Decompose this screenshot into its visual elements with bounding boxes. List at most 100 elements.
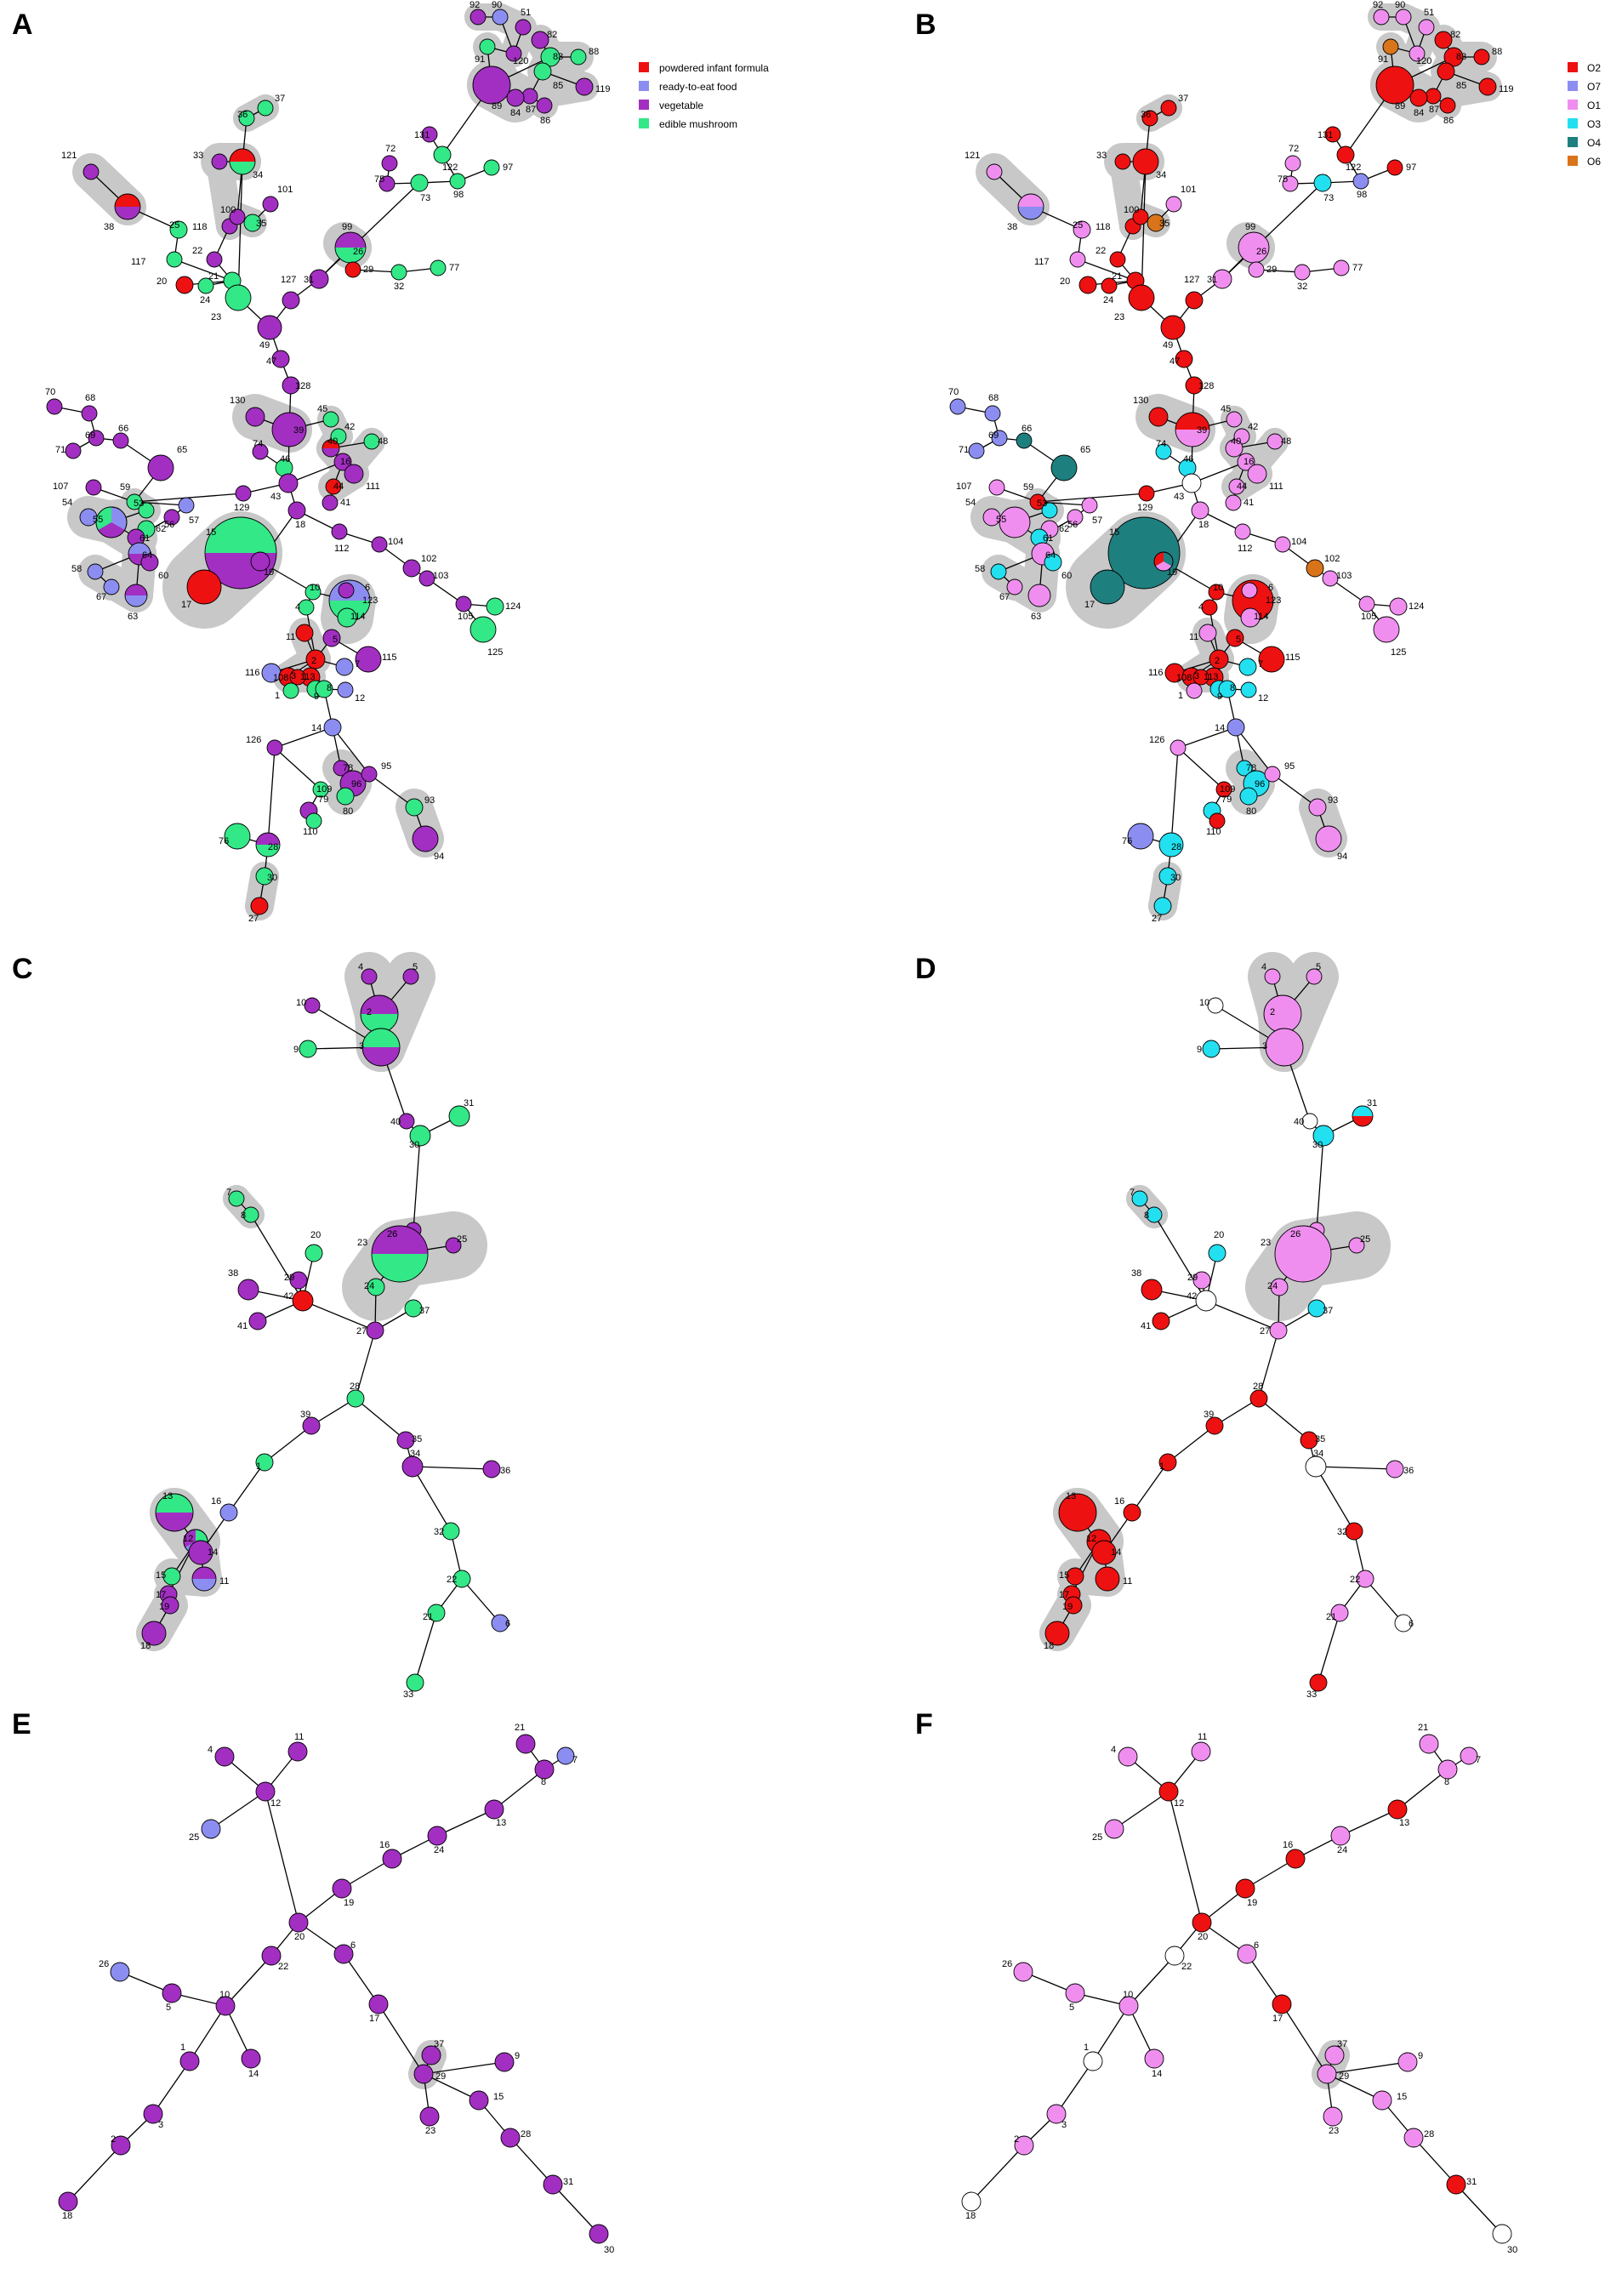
node-a-49-label: 49 bbox=[259, 340, 270, 350]
node-e-18 bbox=[58, 2191, 78, 2212]
node-d-24-label: 24 bbox=[1267, 1281, 1278, 1291]
edge-b-129-59 bbox=[1037, 493, 1147, 503]
edge-b-14-95 bbox=[1235, 726, 1273, 775]
node-b-1-label: 1 bbox=[1178, 691, 1183, 701]
node-d-13 bbox=[1058, 1493, 1097, 1532]
node-c-27 bbox=[366, 1321, 384, 1340]
node-b-117 bbox=[1069, 251, 1086, 268]
node-d-42 bbox=[1195, 1290, 1217, 1312]
node-a-63-top bbox=[125, 584, 147, 595]
node-a-37-label: 37 bbox=[275, 94, 285, 104]
node-e-17-label: 17 bbox=[369, 2014, 379, 2024]
node-d-5-label: 5 bbox=[1316, 962, 1321, 972]
node-a-10 bbox=[304, 584, 322, 601]
node-a-86-label: 86 bbox=[540, 116, 550, 126]
node-d-15-label: 15 bbox=[1059, 1570, 1069, 1581]
edge-c-28-35 bbox=[355, 1398, 407, 1441]
node-a-129-label: 129 bbox=[234, 503, 249, 513]
node-b-72 bbox=[1284, 155, 1301, 172]
node-e-23 bbox=[419, 2106, 440, 2127]
node-e-29 bbox=[413, 2064, 434, 2084]
node-c-2-top bbox=[361, 995, 398, 1014]
node-e-28-label: 28 bbox=[521, 2129, 531, 2139]
node-e-3-label: 3 bbox=[158, 2120, 163, 2130]
node-f-15-label: 15 bbox=[1397, 2092, 1407, 2102]
edge-d-34-36 bbox=[1315, 1466, 1396, 1470]
node-a-49 bbox=[257, 315, 282, 340]
node-b-29-label: 29 bbox=[1266, 265, 1277, 275]
node-b-59-label: 59 bbox=[1023, 482, 1033, 493]
node-a-63 bbox=[124, 584, 148, 607]
node-a-20-label: 20 bbox=[157, 276, 167, 287]
node-a-85 bbox=[533, 62, 552, 81]
node-d-24 bbox=[1270, 1278, 1289, 1296]
node-b-109 bbox=[1215, 781, 1232, 798]
node-d-33-label: 33 bbox=[1306, 1689, 1317, 1700]
node-b-18 bbox=[1191, 501, 1209, 520]
node-e-14 bbox=[241, 2048, 261, 2069]
node-a-105-label: 105 bbox=[458, 612, 473, 622]
node-f-16 bbox=[1285, 1849, 1306, 1869]
node-b-69-label: 69 bbox=[988, 430, 999, 441]
node-c-12-label: 12 bbox=[183, 1534, 193, 1544]
node-b-109-label: 109 bbox=[1220, 784, 1235, 795]
node-b-111 bbox=[1247, 464, 1267, 484]
node-a-9-label: 9 bbox=[314, 692, 319, 702]
node-a-25-label: 25 bbox=[169, 220, 179, 231]
edge-a-126-109 bbox=[274, 747, 322, 790]
node-a-18-label: 18 bbox=[295, 520, 305, 530]
node-b-99-label: 99 bbox=[1245, 222, 1255, 232]
node-f-21 bbox=[1419, 1734, 1439, 1754]
node-b-80 bbox=[1239, 787, 1258, 806]
node-b-9-label: 9 bbox=[1217, 692, 1222, 702]
node-a-11 bbox=[295, 624, 314, 642]
node-a-31-label: 31 bbox=[304, 275, 314, 285]
node-c-5-label: 5 bbox=[413, 962, 418, 972]
node-f-3 bbox=[1046, 2104, 1067, 2124]
node-d-37 bbox=[1307, 1299, 1326, 1318]
node-d-32-label: 32 bbox=[1337, 1527, 1347, 1537]
node-a-69 bbox=[88, 430, 105, 447]
node-b-108 bbox=[1192, 669, 1209, 686]
node-c-1-label: 1 bbox=[256, 1461, 261, 1472]
node-b-28 bbox=[1158, 832, 1184, 857]
legend-a-swatch-2 bbox=[639, 81, 649, 91]
network-nodes bbox=[46, 9, 1512, 2244]
node-a-30 bbox=[255, 867, 274, 886]
node-b-47 bbox=[1175, 350, 1193, 368]
legend-b-swatch-1 bbox=[1568, 62, 1578, 72]
node-b-110-label: 110 bbox=[1206, 827, 1221, 837]
node-b-27-label: 27 bbox=[1152, 914, 1162, 924]
node-d-9 bbox=[1202, 1040, 1221, 1058]
node-b-123-label: 123 bbox=[1266, 595, 1281, 606]
node-a-80 bbox=[336, 787, 355, 806]
edge-f-29-15 bbox=[1326, 2073, 1383, 2101]
node-c-13-top bbox=[156, 1494, 193, 1513]
node-c-18 bbox=[141, 1621, 167, 1646]
node-b-9 bbox=[1218, 680, 1237, 698]
node-c-13 bbox=[155, 1493, 194, 1532]
node-b-115-label: 115 bbox=[1285, 652, 1300, 663]
edge-b-95-93 bbox=[1272, 773, 1318, 808]
node-a-97-label: 97 bbox=[503, 162, 513, 173]
node-b-53-label: 53 bbox=[1037, 499, 1047, 509]
node-a-96-label: 96 bbox=[351, 779, 361, 789]
node-a-10-label: 10 bbox=[310, 583, 320, 593]
node-a-7-label: 7 bbox=[355, 659, 360, 669]
node-a-93 bbox=[405, 798, 424, 817]
node-d-28-label: 28 bbox=[1253, 1382, 1263, 1392]
node-a-42-label: 42 bbox=[344, 422, 355, 432]
node-f-5 bbox=[1065, 1983, 1085, 2003]
node-c-22-label: 22 bbox=[447, 1575, 457, 1585]
node-f-8-label: 8 bbox=[1444, 1777, 1449, 1787]
node-e-4 bbox=[214, 1746, 235, 1767]
node-b-118-label: 118 bbox=[1096, 222, 1111, 232]
node-b-124-label: 124 bbox=[1409, 601, 1424, 612]
node-b-85-label: 85 bbox=[1456, 81, 1466, 91]
node-b-77 bbox=[1333, 259, 1350, 276]
legend-b-swatch-2 bbox=[1568, 81, 1578, 91]
edge-a-43-16 bbox=[287, 461, 344, 484]
node-d-7-label: 7 bbox=[1130, 1188, 1135, 1198]
edge-e-10-1 bbox=[189, 2005, 226, 2062]
